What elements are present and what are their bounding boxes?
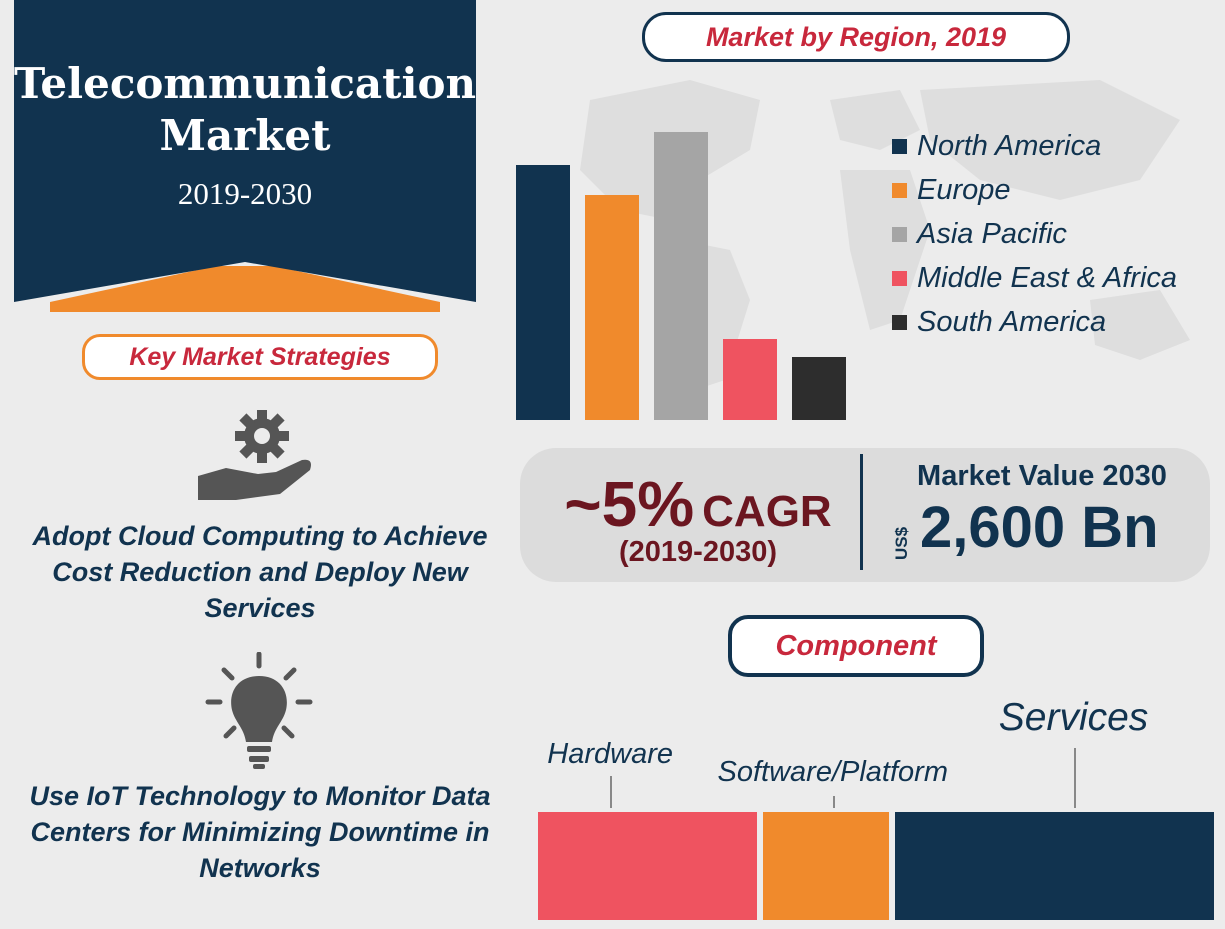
cagr-period: (2019-2030)	[619, 536, 777, 568]
component-label: Services	[998, 696, 1149, 739]
strategy-iot-monitoring: Use IoT Technology to Monitor Data Cente…	[29, 781, 491, 883]
bar-asia-pacific	[654, 132, 708, 420]
component-label: Hardware	[547, 738, 674, 770]
legend-swatch	[892, 138, 907, 154]
legend-label: Europe	[917, 173, 1011, 206]
region-legend: North America Europe Asia Pacific Middle Ea…	[892, 124, 1177, 344]
legend-item: Europe	[892, 168, 1177, 212]
legend-swatch	[892, 226, 907, 242]
legend-label: Asia Pacific	[917, 217, 1067, 250]
cagr-label: CAGR	[702, 487, 832, 536]
component-section-label: Component	[728, 615, 984, 677]
component-segment-hardware	[538, 812, 758, 920]
legend-item: Middle East & Africa	[892, 256, 1177, 300]
component-segment-services	[895, 812, 1214, 920]
page-title: Telecommunication Market	[14, 59, 477, 160]
legend-swatch	[892, 314, 907, 330]
cagr-value: ~5%	[564, 468, 695, 540]
component-leader-line	[1073, 748, 1076, 808]
region-section-label: Market by Region, 2019	[642, 12, 1070, 62]
lightbulb-icon	[205, 652, 313, 769]
bar-middle-east-africa	[723, 339, 777, 420]
market-value: 2,600 Bn	[920, 495, 1159, 560]
legend-swatch	[892, 182, 907, 198]
component-segment-software-platform	[763, 812, 890, 920]
region-bar-chart	[516, 132, 846, 420]
legend-item: Asia Pacific	[892, 212, 1177, 256]
title-banner: Telecommunication Market 2019-2030	[14, 0, 476, 312]
page-years: 2019-2030	[177, 176, 313, 211]
strategies-section-label: Key Market Strategies	[82, 334, 438, 380]
legend-label: Middle East & Africa	[917, 261, 1178, 294]
legend-label: North America	[917, 129, 1102, 162]
legend-item: North America	[892, 124, 1177, 168]
banner-shape	[14, 0, 476, 312]
legend-swatch	[892, 270, 907, 286]
cagr-block: ~5% CAGR	[528, 470, 868, 546]
component-leader-line	[832, 796, 835, 808]
component-label: Software/Platform	[717, 756, 948, 788]
world-map-background	[580, 80, 1190, 390]
market-value-unit: US$	[892, 526, 911, 560]
component-leader-line	[610, 776, 613, 808]
legend-item: South America	[892, 300, 1177, 344]
market-value-label: Market Value 2030	[917, 460, 1167, 492]
legend-label: South America	[917, 305, 1107, 338]
bar-south-america	[792, 357, 846, 420]
strategy-cloud-computing: Adopt Cloud Computing to Achieve Cost Re…	[32, 521, 488, 623]
gear-hand-icon	[198, 410, 311, 500]
bar-europe	[585, 195, 639, 420]
stats-panel: ~5% CAGR (2019-2030) Market Value 2030 US…	[520, 448, 1210, 582]
bar-north-america	[516, 165, 570, 420]
stats-divider	[860, 454, 863, 570]
